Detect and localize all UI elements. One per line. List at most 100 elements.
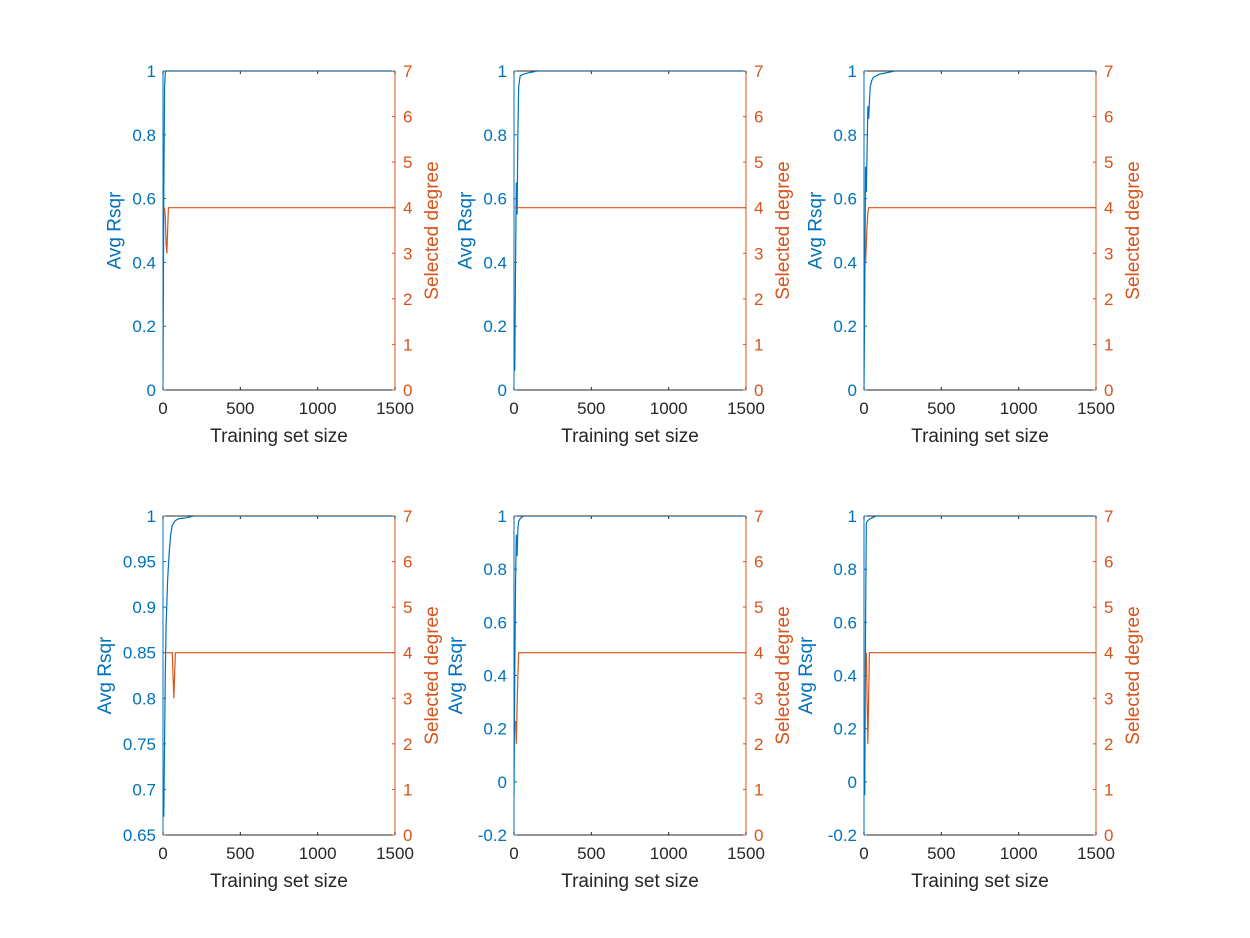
x-tick-label: 0 xyxy=(509,399,518,418)
right-y-tick-label: 1 xyxy=(1104,780,1113,799)
avg-rsqr-line xyxy=(864,71,1096,387)
right-y-tick-label: 3 xyxy=(1104,689,1113,708)
subplot-3: 0 500 1000 150000.20.40.60.8101234567Traini… xyxy=(806,62,1145,447)
right-y-tick-label: 6 xyxy=(1104,108,1113,127)
left-y-axis-label: Avg Rsqr xyxy=(456,191,477,269)
left-y-tick-label: 0.6 xyxy=(483,190,507,209)
subplot-1: 0 500 1000 150000.20.40.60.8101234567Traini… xyxy=(105,62,444,447)
right-y-tick-label: 2 xyxy=(1104,735,1113,754)
x-tick-label: 0 xyxy=(158,399,167,418)
left-y-tick-label: 0.4 xyxy=(483,253,507,272)
left-y-axis-label: Avg Rsqr xyxy=(95,636,116,714)
right-y-tick-label: 3 xyxy=(754,689,763,708)
left-y-tick-label: 1 xyxy=(498,507,507,526)
left-y-tick-label: -0.2 xyxy=(828,826,857,845)
x-tick-label: 1500 xyxy=(1077,844,1115,863)
left-y-tick-label: 0.4 xyxy=(483,667,507,686)
left-y-axis-label: Avg Rsqr xyxy=(806,191,827,269)
avg-rsqr-line xyxy=(514,516,746,796)
right-y-tick-label: 3 xyxy=(1104,244,1113,263)
x-tick-label: 500 xyxy=(577,399,605,418)
left-y-tick-label: 0 xyxy=(498,773,507,792)
right-y-tick-label: 1 xyxy=(754,780,763,799)
right-y-tick-label: 1 xyxy=(754,335,763,354)
x-tick-label: 1500 xyxy=(727,399,765,418)
right-y-axis-label: Selected degree xyxy=(773,161,794,299)
left-y-tick-label: 1 xyxy=(848,62,857,81)
right-y-tick-label: 5 xyxy=(403,598,412,617)
left-y-tick-label: 0 xyxy=(848,381,857,400)
left-y-tick-label: 0.8 xyxy=(132,689,156,708)
left-y-tick-label: 0.8 xyxy=(483,560,507,579)
x-tick-label: 1000 xyxy=(299,844,337,863)
left-y-tick-label: 0.4 xyxy=(833,253,857,272)
right-y-tick-label: 3 xyxy=(403,689,412,708)
x-tick-label: 500 xyxy=(226,399,254,418)
right-y-tick-label: 2 xyxy=(403,290,412,309)
right-y-tick-label: 7 xyxy=(1104,507,1113,526)
right-y-tick-label: 1 xyxy=(403,335,412,354)
right-y-tick-label: 0 xyxy=(1104,826,1113,845)
left-y-tick-label: 0.2 xyxy=(833,317,857,336)
left-y-tick-label: 1 xyxy=(848,507,857,526)
right-y-tick-label: 7 xyxy=(403,507,412,526)
right-y-tick-label: 6 xyxy=(403,108,412,127)
left-y-tick-label: 0.7 xyxy=(132,780,156,799)
left-y-tick-label: 0.9 xyxy=(132,598,156,617)
left-y-tick-label: 0.8 xyxy=(132,126,156,145)
left-y-tick-label: 0.65 xyxy=(123,826,156,845)
right-y-tick-label: 1 xyxy=(1104,335,1113,354)
avg-rsqr-line xyxy=(163,71,395,381)
x-axis-label: Training set size xyxy=(911,871,1049,892)
x-tick-label: 0 xyxy=(859,399,868,418)
x-tick-label: 1000 xyxy=(1000,399,1038,418)
left-y-tick-label: 0.8 xyxy=(833,126,857,145)
right-y-tick-label: 2 xyxy=(1104,290,1113,309)
left-y-tick-label: 1 xyxy=(147,507,156,526)
x-tick-label: 1500 xyxy=(376,844,414,863)
selected-degree-line xyxy=(163,207,395,254)
x-tick-label: 0 xyxy=(859,844,868,863)
left-y-tick-label: 0.95 xyxy=(123,553,156,572)
selected-degree-line xyxy=(864,207,1096,263)
left-y-tick-label: -0.2 xyxy=(478,826,507,845)
right-y-tick-label: 7 xyxy=(754,507,763,526)
right-y-axis-label: Selected degree xyxy=(773,606,794,744)
avg-rsqr-line xyxy=(514,71,746,371)
left-y-tick-label: 0.6 xyxy=(833,613,857,632)
right-y-tick-label: 6 xyxy=(1104,553,1113,572)
left-y-tick-label: 0.85 xyxy=(123,644,156,663)
left-y-tick-label: 0 xyxy=(498,381,507,400)
left-y-tick-label: 0.2 xyxy=(132,317,156,336)
left-y-tick-label: 0 xyxy=(147,381,156,400)
x-axis-label: Training set size xyxy=(911,426,1049,447)
x-axis-label: Training set size xyxy=(210,871,348,892)
right-y-tick-label: 6 xyxy=(403,553,412,572)
left-y-tick-label: 0.8 xyxy=(483,126,507,145)
left-y-tick-label: 0.2 xyxy=(483,317,507,336)
right-y-tick-label: 7 xyxy=(1104,62,1113,81)
right-y-axis-label: Selected degree xyxy=(422,161,443,299)
selected-degree-line xyxy=(865,652,1096,744)
left-y-tick-label: 0.75 xyxy=(123,735,156,754)
right-y-tick-label: 5 xyxy=(754,598,763,617)
x-axis-label: Training set size xyxy=(561,426,699,447)
subplot-6: 0 500 1000 1500-0.200.20.40.60.8101234567Tr… xyxy=(796,507,1144,892)
x-tick-label: 1000 xyxy=(1000,844,1038,863)
right-y-tick-label: 4 xyxy=(754,199,763,218)
right-y-tick-label: 4 xyxy=(1104,199,1113,218)
right-y-axis-label: Selected degree xyxy=(1123,606,1144,744)
left-y-tick-label: 0.6 xyxy=(132,190,156,209)
left-y-tick-label: 0 xyxy=(848,773,857,792)
right-y-tick-label: 4 xyxy=(403,199,412,218)
right-y-tick-label: 5 xyxy=(403,153,412,172)
x-tick-label: 500 xyxy=(226,844,254,863)
x-axis-label: Training set size xyxy=(561,871,699,892)
right-y-tick-label: 4 xyxy=(1104,644,1113,663)
right-y-tick-label: 2 xyxy=(403,735,412,754)
x-tick-label: 1000 xyxy=(650,844,688,863)
right-y-tick-label: 5 xyxy=(1104,598,1113,617)
x-tick-label: 1000 xyxy=(650,399,688,418)
x-axis-label: Training set size xyxy=(210,426,348,447)
